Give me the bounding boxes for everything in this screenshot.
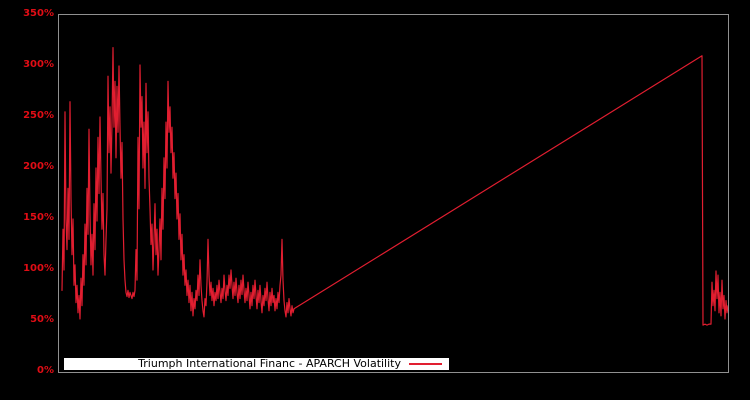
aparch-volatility-line [61,46,728,326]
volatility-line-series [61,46,728,326]
plot-area: Triumph International Financ - APARCH Vo… [58,14,729,373]
y-tick-label: 200% [23,161,54,172]
legend: Triumph International Financ - APARCH Vo… [64,358,449,370]
y-tick-label: 300% [23,59,54,70]
y-tick-label: 350% [23,8,54,19]
legend-label: Triumph International Financ - APARCH Vo… [138,357,401,370]
y-tick-label: 250% [23,110,54,121]
y-tick-label: 50% [30,314,54,325]
y-tick-label: 150% [23,212,54,223]
legend-line-sample-icon [409,363,442,365]
y-tick-label: 0% [37,365,54,376]
y-tick-label: 100% [23,263,54,274]
